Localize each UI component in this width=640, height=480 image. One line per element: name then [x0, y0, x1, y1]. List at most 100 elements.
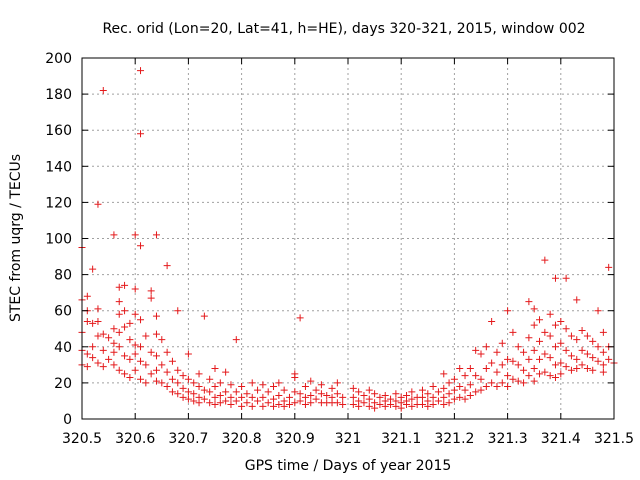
- data-point: [275, 401, 283, 409]
- data-point: [482, 364, 490, 372]
- data-point: [110, 231, 118, 239]
- data-point: [594, 343, 602, 351]
- data-point: [179, 372, 187, 380]
- data-point: [392, 402, 400, 410]
- data-point: [599, 361, 607, 369]
- data-point: [520, 366, 528, 374]
- data-point: [206, 375, 214, 383]
- data-point: [94, 359, 102, 367]
- data-point: [163, 368, 171, 376]
- data-point: [131, 350, 139, 358]
- data-point: [216, 399, 224, 407]
- data-point: [232, 388, 240, 396]
- data-point: [567, 352, 575, 360]
- y-tick-label: 20: [54, 376, 72, 392]
- data-point: [184, 375, 192, 383]
- data-point: [264, 399, 272, 407]
- data-point: [424, 402, 432, 410]
- grid-layer: [82, 58, 614, 419]
- data-point: [371, 404, 379, 412]
- data-point: [131, 285, 139, 293]
- data-point: [456, 393, 464, 401]
- data-point: [573, 296, 581, 304]
- data-point: [163, 383, 171, 391]
- data-point: [424, 390, 432, 398]
- data-point: [312, 386, 320, 394]
- data-point: [89, 354, 97, 362]
- data-point: [418, 386, 426, 394]
- data-point: [115, 343, 123, 351]
- data-point: [520, 379, 528, 387]
- y-tick-label: 40: [54, 340, 72, 356]
- data-point: [216, 379, 224, 387]
- data-point: [355, 402, 363, 410]
- data-point: [259, 402, 267, 410]
- data-point: [285, 401, 293, 409]
- data-point: [557, 359, 565, 367]
- data-point: [163, 262, 171, 270]
- data-point: [195, 370, 203, 378]
- data-point: [121, 352, 129, 360]
- data-point: [131, 310, 139, 318]
- data-point: [211, 364, 219, 372]
- data-point: [562, 363, 570, 371]
- data-point: [498, 379, 506, 387]
- data-point: [477, 375, 485, 383]
- y-tick-label: 100: [45, 232, 72, 248]
- data-point: [190, 379, 198, 387]
- data-point: [493, 368, 501, 376]
- data-point: [195, 383, 203, 391]
- data-point: [355, 388, 363, 396]
- data-point: [360, 392, 368, 400]
- data-point: [110, 339, 118, 347]
- data-point: [158, 379, 166, 387]
- data-point: [333, 399, 341, 407]
- data-point: [110, 325, 118, 333]
- data-point: [190, 390, 198, 398]
- y-tick-label: 60: [54, 304, 72, 320]
- data-point: [307, 399, 315, 407]
- data-point: [211, 401, 219, 409]
- x-tick-label: 321.3: [488, 431, 528, 447]
- x-tick-label: 320.6: [115, 431, 155, 447]
- data-point: [121, 281, 129, 289]
- data-point: [365, 402, 373, 410]
- y-tick-label: 80: [54, 268, 72, 284]
- data-point: [440, 393, 448, 401]
- data-point: [280, 402, 288, 410]
- data-point: [551, 373, 559, 381]
- data-point: [450, 395, 458, 403]
- data-point: [594, 307, 602, 315]
- data-point: [408, 402, 416, 410]
- data-point: [562, 325, 570, 333]
- data-point: [488, 359, 496, 367]
- data-point: [365, 386, 373, 394]
- data-point: [562, 346, 570, 354]
- data-point: [589, 354, 597, 362]
- data-point: [509, 357, 517, 365]
- data-point: [403, 401, 411, 409]
- data-point: [530, 305, 538, 313]
- y-tick-label: 200: [45, 51, 72, 67]
- data-point: [307, 377, 315, 385]
- data-point: [259, 393, 267, 401]
- data-point: [94, 200, 102, 208]
- data-point: [541, 256, 549, 264]
- data-point: [89, 343, 97, 351]
- data-point: [493, 383, 501, 391]
- data-point: [142, 332, 150, 340]
- data-point: [152, 366, 160, 374]
- data-point: [466, 392, 474, 400]
- data-point: [137, 130, 145, 138]
- data-point: [121, 323, 129, 331]
- data-point: [504, 355, 512, 363]
- data-point: [131, 341, 139, 349]
- data-point: [493, 348, 501, 356]
- data-point: [105, 334, 113, 342]
- data-point: [482, 383, 490, 391]
- data-point: [83, 318, 91, 326]
- data-point: [99, 363, 107, 371]
- data-point: [418, 401, 426, 409]
- data-point: [514, 343, 522, 351]
